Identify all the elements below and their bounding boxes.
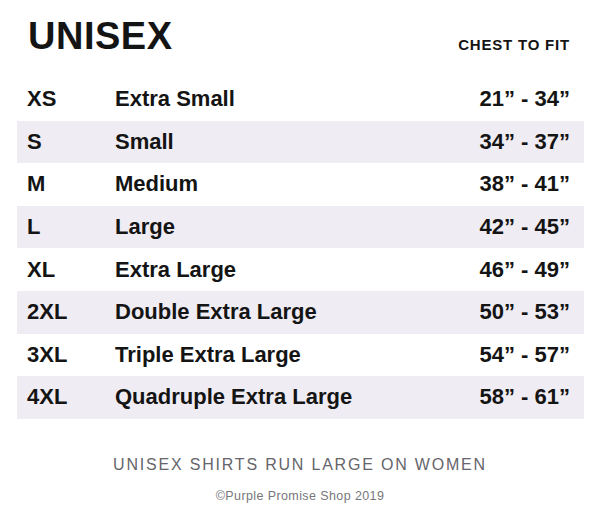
chest-fit-range: 50” - 53” — [480, 299, 571, 325]
size-name: Medium — [115, 171, 480, 197]
chart-header: UNISEX CHEST TO FIT — [0, 0, 600, 54]
size-name: Extra Large — [115, 257, 480, 283]
size-code: S — [27, 129, 115, 155]
page-title: UNISEX — [28, 18, 172, 54]
size-row: 3XLTriple Extra Large54” - 57” — [17, 334, 584, 377]
size-code: XS — [27, 86, 115, 112]
size-row: LLarge42” - 45” — [17, 206, 584, 249]
size-name: Double Extra Large — [115, 299, 480, 325]
size-row: 4XLQuadruple Extra Large58” - 61” — [17, 376, 584, 419]
size-name: Triple Extra Large — [115, 342, 480, 368]
chest-fit-range: 34” - 37” — [480, 129, 571, 155]
size-row: 2XLDouble Extra Large50” - 53” — [17, 291, 584, 334]
chest-fit-range: 58” - 61” — [480, 384, 571, 410]
size-code: XL — [27, 257, 115, 283]
chest-fit-range: 42” - 45” — [480, 214, 571, 240]
size-code: L — [27, 214, 115, 240]
chest-fit-range: 38” - 41” — [480, 171, 571, 197]
size-row: XSExtra Small21” - 34” — [17, 78, 584, 121]
size-row: MMedium38” - 41” — [17, 163, 584, 206]
chest-to-fit-header: CHEST TO FIT — [458, 37, 570, 52]
size-row: SSmall34” - 37” — [17, 121, 584, 164]
size-row: XLExtra Large46” - 49” — [17, 248, 584, 291]
chest-fit-range: 21” - 34” — [480, 86, 571, 112]
size-table: XSExtra Small21” - 34”SSmall34” - 37”MMe… — [17, 78, 584, 419]
chest-fit-range: 46” - 49” — [480, 257, 571, 283]
unisex-size-chart: UNISEX CHEST TO FIT XSExtra Small21” - 3… — [0, 0, 600, 525]
size-name: Large — [115, 214, 480, 240]
size-name: Small — [115, 129, 480, 155]
size-code: M — [27, 171, 115, 197]
fit-note: UNISEX SHIRTS RUN LARGE ON WOMEN — [0, 456, 600, 474]
size-code: 4XL — [27, 384, 115, 410]
copyright: ©Purple Promise Shop 2019 — [0, 489, 600, 503]
size-name: Extra Small — [115, 86, 480, 112]
size-name: Quadruple Extra Large — [115, 384, 480, 410]
size-code: 2XL — [27, 299, 115, 325]
chest-fit-range: 54” - 57” — [480, 342, 571, 368]
size-code: 3XL — [27, 342, 115, 368]
